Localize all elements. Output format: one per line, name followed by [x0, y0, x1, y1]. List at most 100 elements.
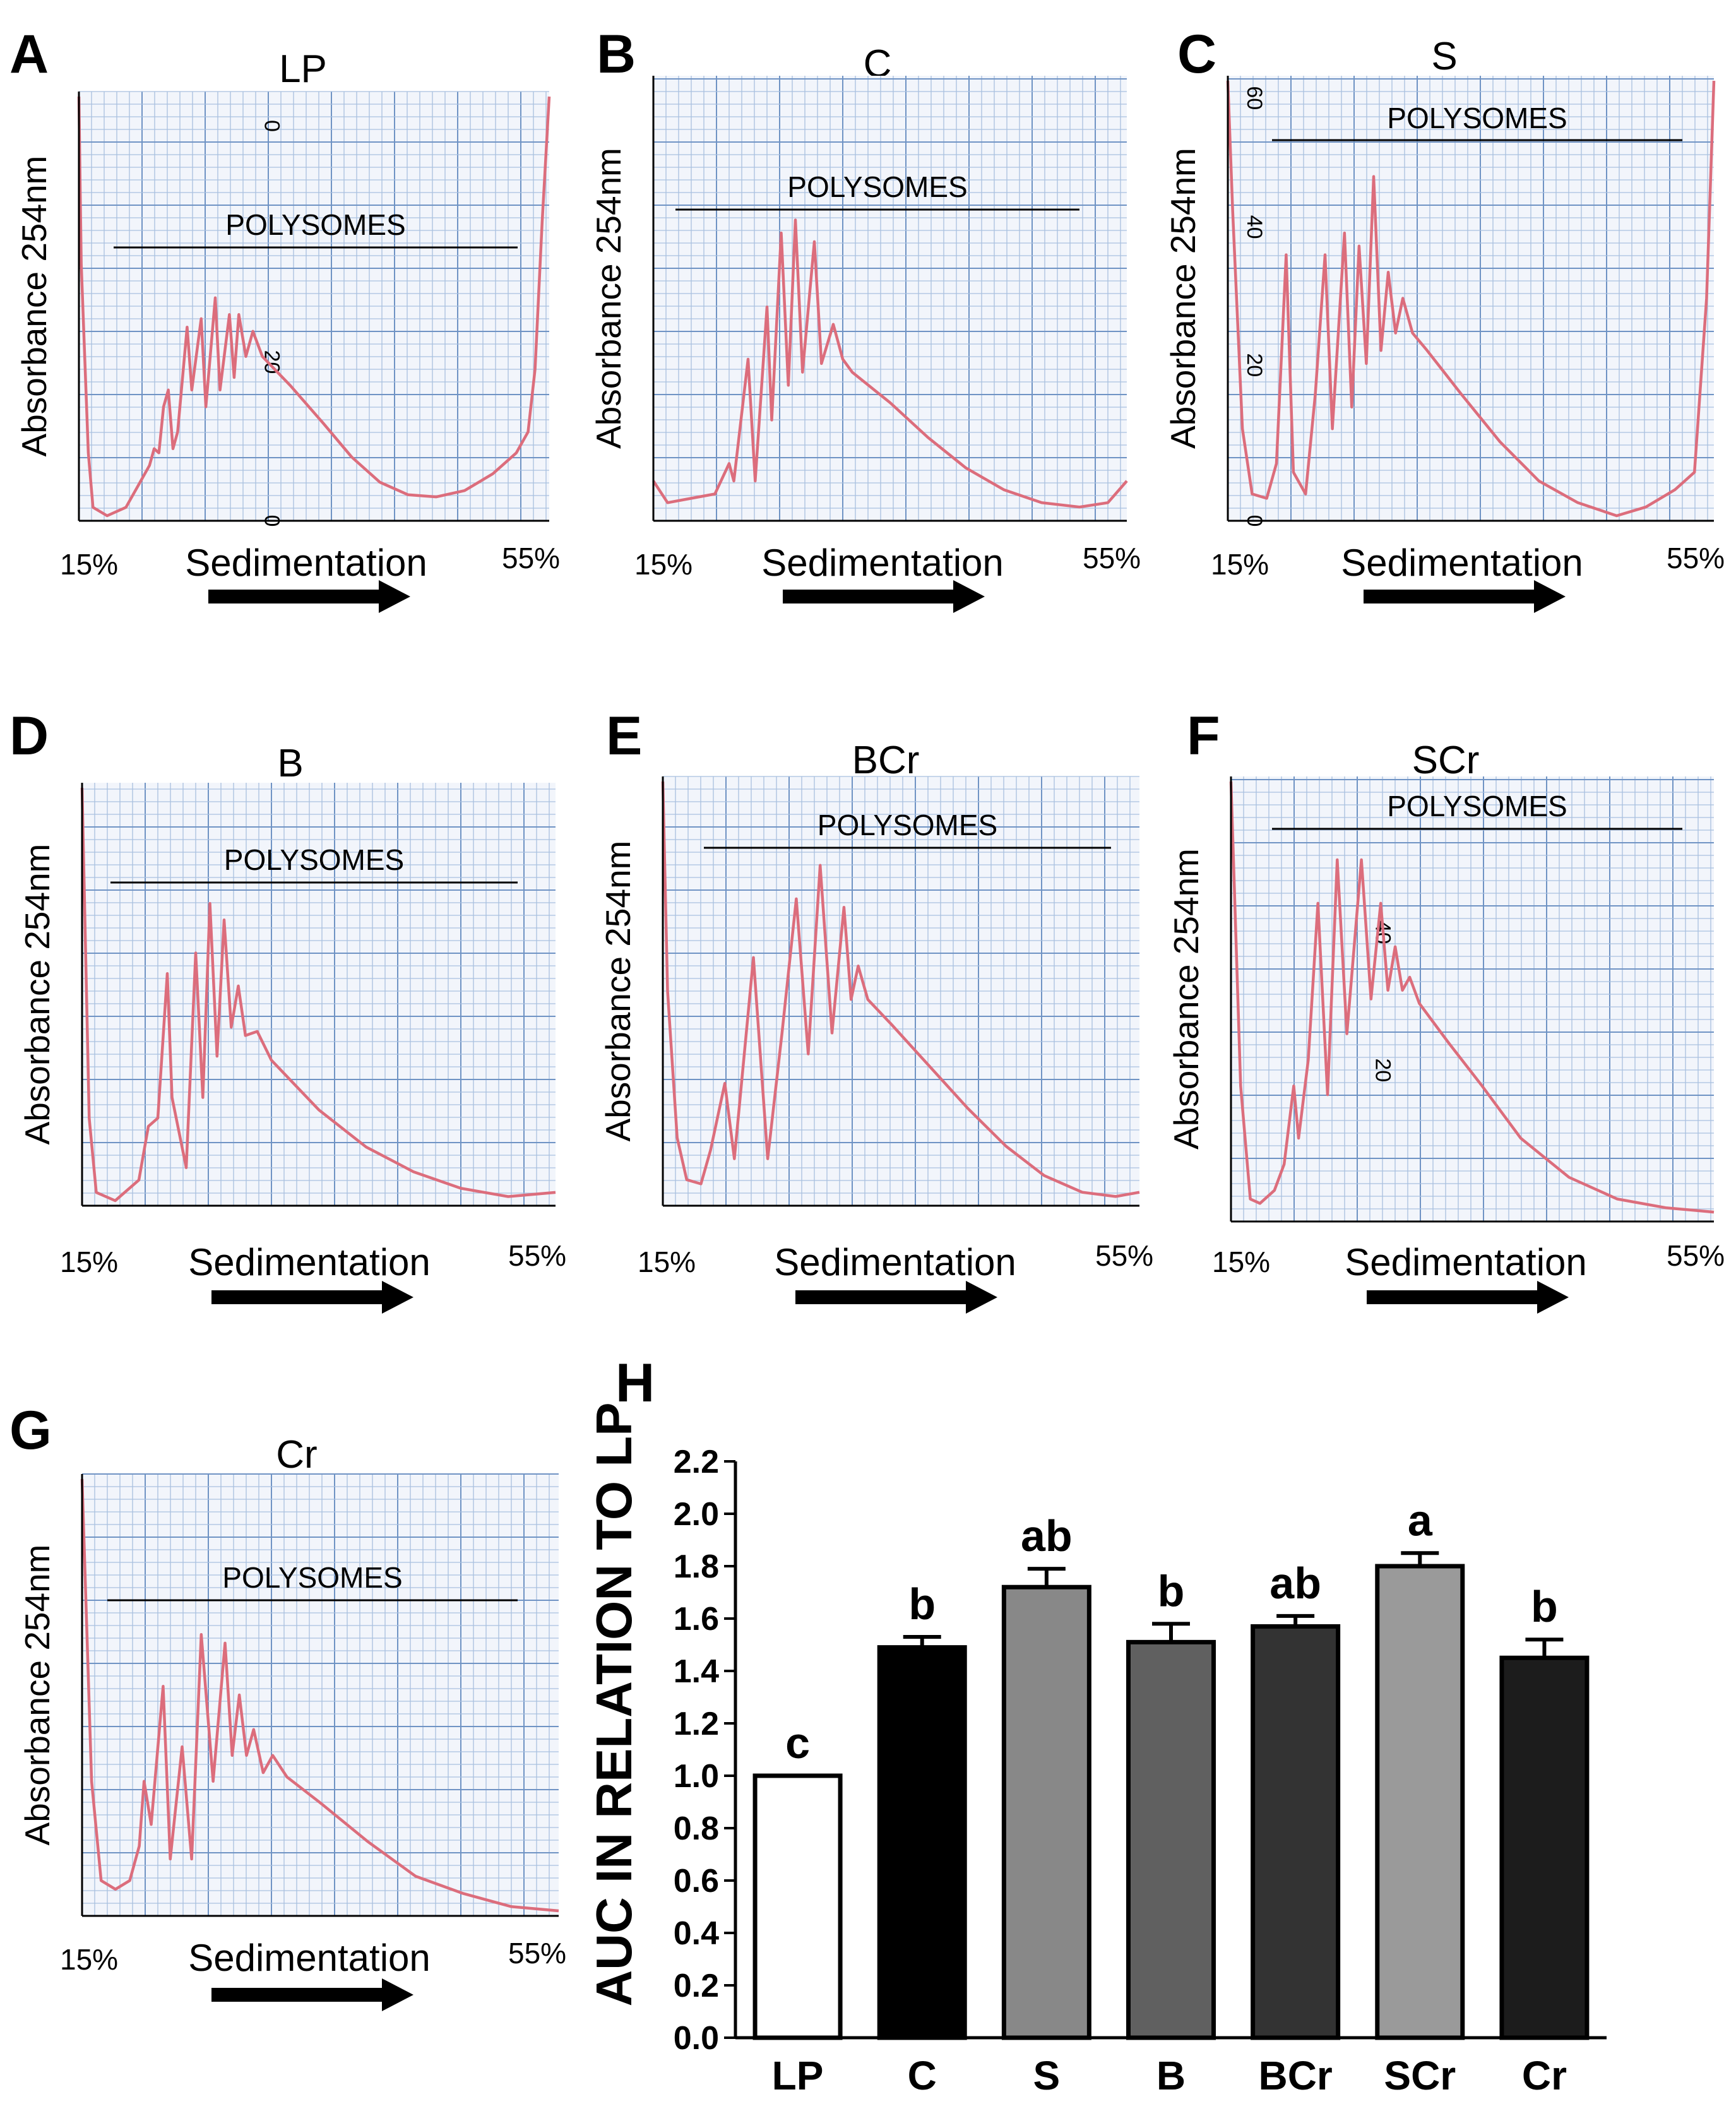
paper-scale-mark: 60 — [1242, 86, 1266, 110]
y-tick-label: 0.0 — [674, 2020, 719, 2057]
x-category-label: B — [1156, 2053, 1186, 2098]
panel-a-letter: A — [9, 24, 49, 85]
x-axis-label: Sedimentation — [185, 542, 427, 584]
significance-letter: b — [1531, 1582, 1558, 1631]
x-axis-label: Sedimentation — [774, 1241, 1016, 1283]
y-tick-label: 0.8 — [674, 1810, 719, 1847]
sedimentation-arrow-shaft — [1367, 1290, 1540, 1304]
sedimentation-arrow-shaft — [1364, 590, 1537, 603]
chart-paper — [82, 783, 556, 1206]
panel-e-letter: E — [606, 706, 642, 766]
y-tick-label: 0.2 — [674, 1968, 719, 2004]
significance-letter: c — [785, 1718, 810, 1768]
paper-scale-mark: 0 — [259, 120, 283, 132]
y-tick-label: 1.8 — [674, 1548, 719, 1585]
panel-d: D B POLYSOMES Absorbance 254nm 15% 55% Sedimen… — [9, 706, 566, 1314]
y-tick-label: 1.2 — [674, 1706, 719, 1742]
absorbance-trace — [80, 1478, 559, 1913]
bar-c — [877, 1645, 967, 2040]
significance-letter: b — [1158, 1566, 1185, 1615]
panel-e: E BCr POLYSOMES Absorbance 254nm 15% 55% Sedim… — [598, 706, 1153, 1314]
x-axis-label: Sedimentation — [1341, 542, 1583, 584]
chart-paper-grid — [1230, 776, 1714, 1222]
panel-e-title: BCr — [852, 739, 920, 782]
sedimentation-arrow-head — [382, 1978, 413, 2011]
paper-scale-mark: 20 — [1242, 353, 1266, 377]
bar-chart-plot-area: 0.0 0.2 0.4 0.6 0.8 1.0 1.2 1.4 1.6 1.8 2.0 2.2 c LP b… — [674, 1444, 1607, 2098]
y-tick-label: 1.6 — [674, 1601, 719, 1638]
panel-g-title: Cr — [276, 1433, 317, 1477]
polysome-band-label: POLYSOMES — [817, 809, 997, 841]
y-axis-label: Absorbance 254nm — [1167, 848, 1206, 1150]
sedimentation-arrow-shaft — [783, 590, 956, 603]
y-axis-label: Absorbance 254nm — [18, 844, 57, 1145]
panel-b-letter: B — [597, 24, 636, 85]
chart-paper — [82, 1474, 559, 1916]
panel-f-letter: F — [1187, 706, 1220, 766]
sedimentation-arrow-shaft — [795, 1290, 969, 1304]
x-category-label: S — [1033, 2053, 1061, 2098]
panel-c-title: S — [1431, 35, 1457, 78]
x-category-label: LP — [772, 2053, 824, 2098]
gradient-start-label: 15% — [1211, 548, 1269, 581]
panel-f-title: SCr — [1412, 739, 1480, 782]
y-axis-label: Absorbance 254nm — [589, 148, 628, 449]
y-tick-label: 1.0 — [674, 1758, 719, 1795]
sedimentation-arrow-head — [382, 1281, 413, 1314]
x-axis-label: Sedimentation — [1345, 1241, 1587, 1283]
gradient-end-label: 55% — [508, 1239, 566, 1272]
absorbance-trace — [661, 781, 1140, 1198]
y-tick-label: 0.4 — [674, 1915, 719, 1952]
paper-scale-mark: 20 — [259, 350, 283, 374]
paper-scale-mark: 40 — [1242, 215, 1266, 239]
absorbance-trace — [1226, 80, 1716, 518]
y-axis-label: Absorbance 254nm — [598, 841, 638, 1142]
polysome-band-label: POLYSOMES — [1387, 790, 1567, 823]
polysome-band-label: POLYSOMES — [224, 843, 404, 876]
polysome-band-label: POLYSOMES — [222, 1561, 402, 1594]
bar-lp — [752, 1773, 843, 2040]
y-tick-label: 1.4 — [674, 1653, 719, 1690]
gradient-end-label: 55% — [1667, 542, 1725, 574]
absorbance-trace — [80, 787, 556, 1203]
gradient-end-label: 55% — [1667, 1239, 1725, 1272]
gradient-start-label: 15% — [60, 1245, 118, 1278]
significance-letter: a — [1408, 1495, 1433, 1545]
y-tick-label: 2.2 — [674, 1444, 719, 1480]
absorbance-trace — [77, 96, 551, 518]
x-category-label: SCr — [1384, 2053, 1456, 2098]
paper-scale-mark: 20 — [1371, 1058, 1395, 1082]
gradient-end-label: 55% — [1095, 1239, 1153, 1272]
sedimentation-arrow-shaft — [211, 1290, 385, 1304]
bar-bcr — [1251, 1624, 1341, 2040]
chart-paper-grid — [653, 76, 1127, 521]
x-axis-label: Sedimentation — [188, 1937, 431, 1979]
y-axis-label: Absorbance 254nm — [15, 156, 54, 457]
chart-paper-grid — [1227, 76, 1714, 521]
polysome-band-label: POLYSOMES — [225, 208, 405, 241]
sedimentation-arrow-head — [1537, 1281, 1569, 1314]
gradient-end-label: 55% — [502, 542, 560, 574]
absorbance-trace — [652, 218, 1128, 509]
sedimentation-arrow-head — [953, 580, 985, 613]
x-category-label: Cr — [1522, 2053, 1567, 2098]
gradient-start-label: 15% — [60, 1943, 118, 1976]
panel-a-title: LP — [279, 47, 327, 91]
panel-h-letter: H — [615, 1353, 655, 1413]
panel-g-letter: G — [9, 1400, 52, 1461]
sedimentation-arrow-shaft — [208, 590, 382, 603]
bar-cr — [1499, 1655, 1590, 2040]
bar-chart-y-axis-label: AUC IN RELATION TO LP — [586, 1402, 642, 2006]
panel-d-letter: D — [9, 706, 49, 766]
sedimentation-arrow-head — [1534, 580, 1566, 613]
significance-letter: b — [908, 1579, 936, 1629]
gradient-end-label: 55% — [508, 1937, 566, 1970]
chart-paper-grid — [78, 91, 549, 521]
absorbance-trace — [1229, 781, 1715, 1214]
x-axis-label: Sedimentation — [188, 1241, 431, 1283]
